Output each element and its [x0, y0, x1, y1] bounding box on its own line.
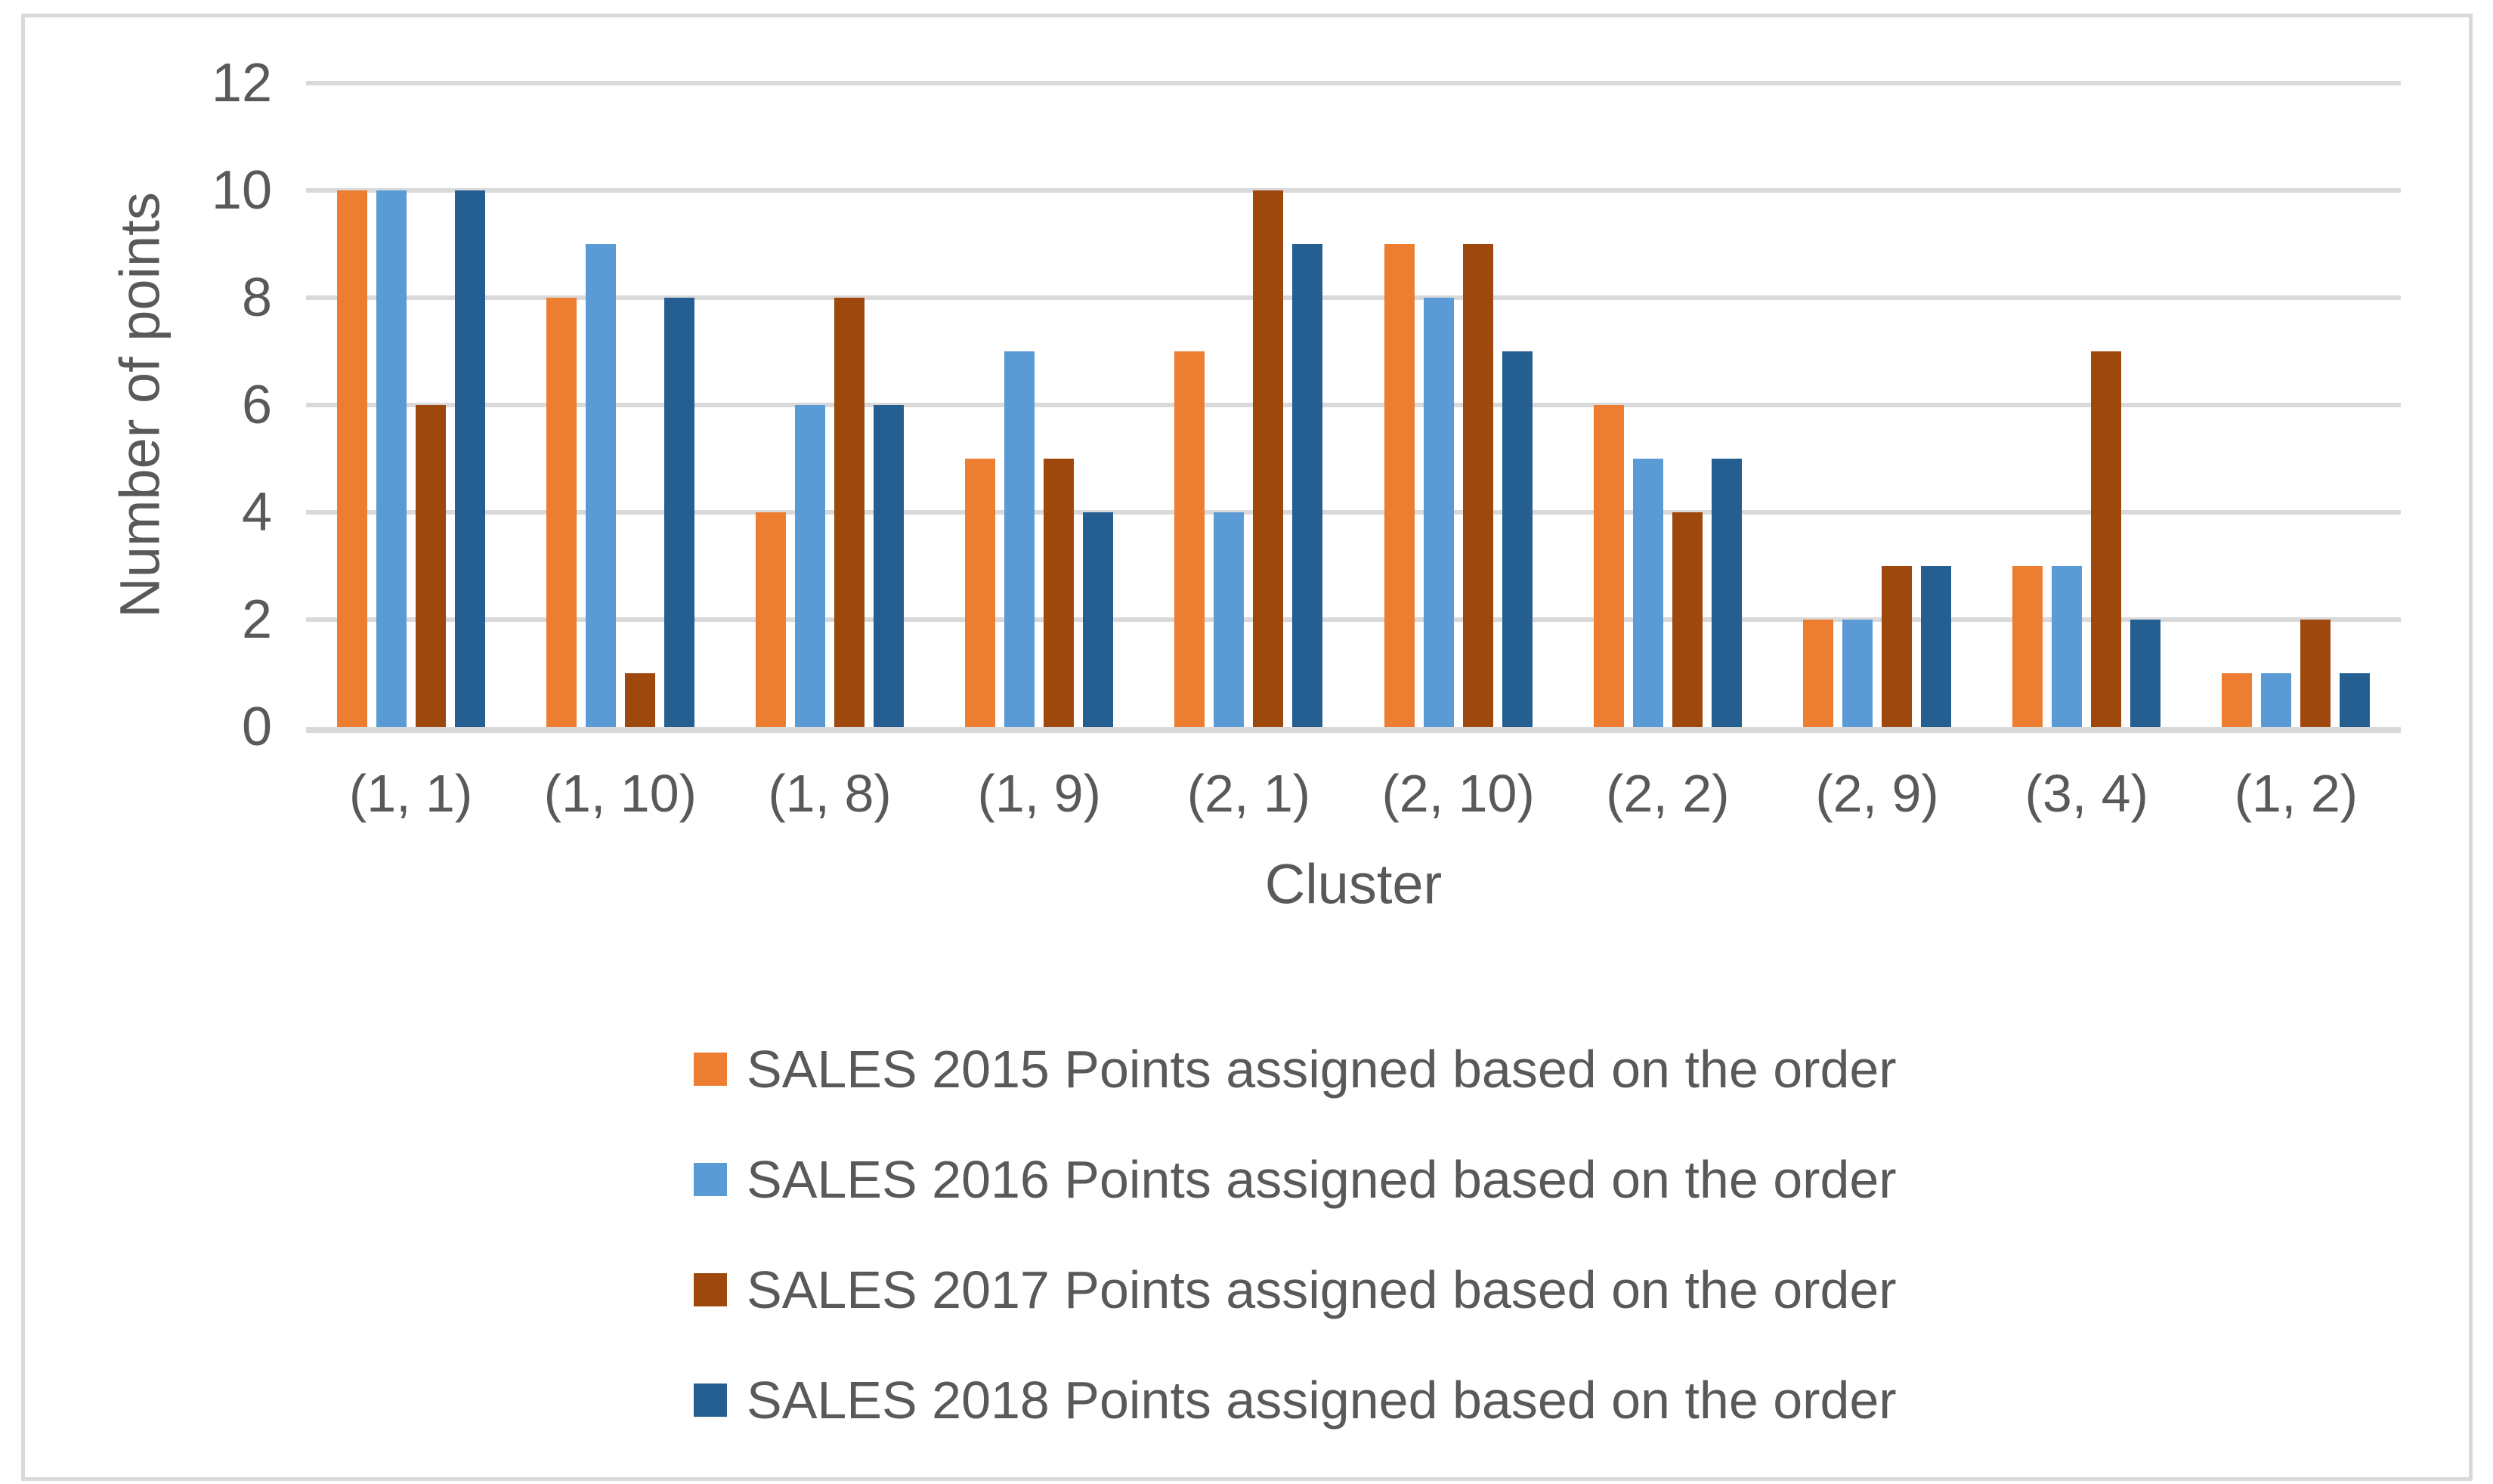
plot-area — [306, 81, 2401, 733]
bar — [1502, 351, 1533, 727]
bar-group — [935, 83, 1144, 727]
bar — [546, 298, 577, 727]
bar — [336, 190, 367, 727]
bar — [1423, 298, 1454, 727]
bar — [1842, 620, 1873, 727]
bar — [624, 673, 655, 727]
bar — [2222, 673, 2253, 727]
bar — [834, 298, 865, 727]
x-axis-tick-label: (1, 9) — [977, 764, 1101, 823]
bar — [2130, 620, 2161, 727]
y-axis-tick-label: 10 — [211, 160, 272, 221]
bar — [1004, 351, 1035, 727]
bar — [585, 244, 616, 727]
bar — [2340, 673, 2371, 727]
gridline — [306, 295, 2401, 301]
bar — [1174, 351, 1205, 727]
legend-label: SALES 2015 Points assigned based on the … — [747, 1040, 1897, 1099]
bar — [1921, 566, 1952, 727]
gridline — [306, 510, 2401, 515]
bar — [663, 298, 694, 727]
bar — [415, 405, 446, 727]
bar-group — [1353, 83, 1563, 727]
bar — [2261, 673, 2292, 727]
legend-item: SALES 2015 Points assigned based on the … — [694, 1042, 1897, 1096]
bar — [1632, 459, 1663, 727]
gridline — [306, 81, 2401, 85]
bar — [795, 405, 825, 727]
legend-label: SALES 2016 Points assigned based on the … — [747, 1150, 1897, 1209]
legend-swatch-icon — [694, 1053, 727, 1086]
y-axis-tick-label: 4 — [241, 482, 272, 543]
gridline — [306, 403, 2401, 407]
bar — [1083, 512, 1114, 727]
y-axis-tick-label: 2 — [241, 589, 272, 650]
legend-label: SALES 2017 Points assigned based on the … — [747, 1260, 1897, 1319]
y-axis-ticks: 0 2 4 6 8 10 12 — [0, 53, 272, 757]
bar-group — [1144, 83, 1353, 727]
x-axis-line — [306, 727, 2401, 733]
bar-group — [2191, 83, 2401, 727]
bar — [1214, 512, 1245, 727]
bar — [2052, 566, 2083, 727]
bar — [965, 459, 996, 727]
legend-item: SALES 2018 Points assigned based on the … — [694, 1373, 1897, 1427]
legend-swatch-icon — [694, 1163, 727, 1196]
x-axis-tick-label: (1, 10) — [543, 764, 697, 823]
legend: SALES 2015 Points assigned based on the … — [694, 1042, 1897, 1483]
x-axis-labels: (1, 1) (1, 10) (1, 8) (1, 9) (2, 1) (2, 10) (2… — [306, 759, 2401, 827]
bar-group — [1772, 83, 1981, 727]
bar — [1044, 459, 1075, 727]
bar-group — [1563, 83, 1772, 727]
x-axis-tick-label: (1, 8) — [768, 764, 892, 823]
y-axis-tick-label: 0 — [241, 697, 272, 757]
legend-swatch-icon — [694, 1273, 727, 1306]
x-axis-tick-label: (2, 1) — [1186, 764, 1311, 823]
bar-group — [306, 83, 515, 727]
x-axis-tick-label: (1, 2) — [2234, 764, 2358, 823]
bar — [1462, 244, 1493, 727]
bars-layer — [306, 83, 2401, 727]
legend-item: SALES 2016 Points assigned based on the … — [694, 1152, 1897, 1207]
bar-group — [515, 83, 725, 727]
x-axis-tick-label: (2, 10) — [1381, 764, 1535, 823]
bar — [376, 190, 407, 727]
legend-item: SALES 2017 Points assigned based on the … — [694, 1263, 1897, 1317]
x-axis-tick-label: (2, 2) — [1606, 764, 1730, 823]
bar — [1711, 459, 1742, 727]
bar — [1292, 244, 1323, 727]
bar — [756, 512, 786, 727]
bar — [454, 190, 485, 727]
x-axis-tick-label: (2, 9) — [1815, 764, 1939, 823]
bar — [874, 405, 904, 727]
x-axis-tick-label: (3, 4) — [2024, 764, 2148, 823]
gridline — [306, 188, 2401, 193]
bar — [1882, 566, 1913, 727]
bar-group — [1982, 83, 2191, 727]
bar — [1593, 405, 1624, 727]
bar-group — [725, 83, 934, 727]
bar — [1672, 512, 1703, 727]
bar — [1384, 244, 1415, 727]
y-axis-tick-label: 8 — [241, 267, 272, 328]
gridline — [306, 617, 2401, 623]
legend-swatch-icon — [694, 1384, 727, 1417]
y-axis-tick-label: 6 — [241, 375, 272, 435]
x-axis-title: Cluster — [1264, 852, 1443, 916]
bar — [2091, 351, 2122, 727]
y-axis-title: Number of points — [108, 192, 172, 618]
bar — [2300, 620, 2331, 727]
x-axis-tick-label: (1, 1) — [348, 764, 473, 823]
bar — [1803, 620, 1834, 727]
bar — [1253, 190, 1284, 727]
legend-label: SALES 2018 Points assigned based on the … — [747, 1371, 1897, 1430]
bar — [2012, 566, 2043, 727]
y-axis-tick-label: 12 — [211, 53, 272, 113]
